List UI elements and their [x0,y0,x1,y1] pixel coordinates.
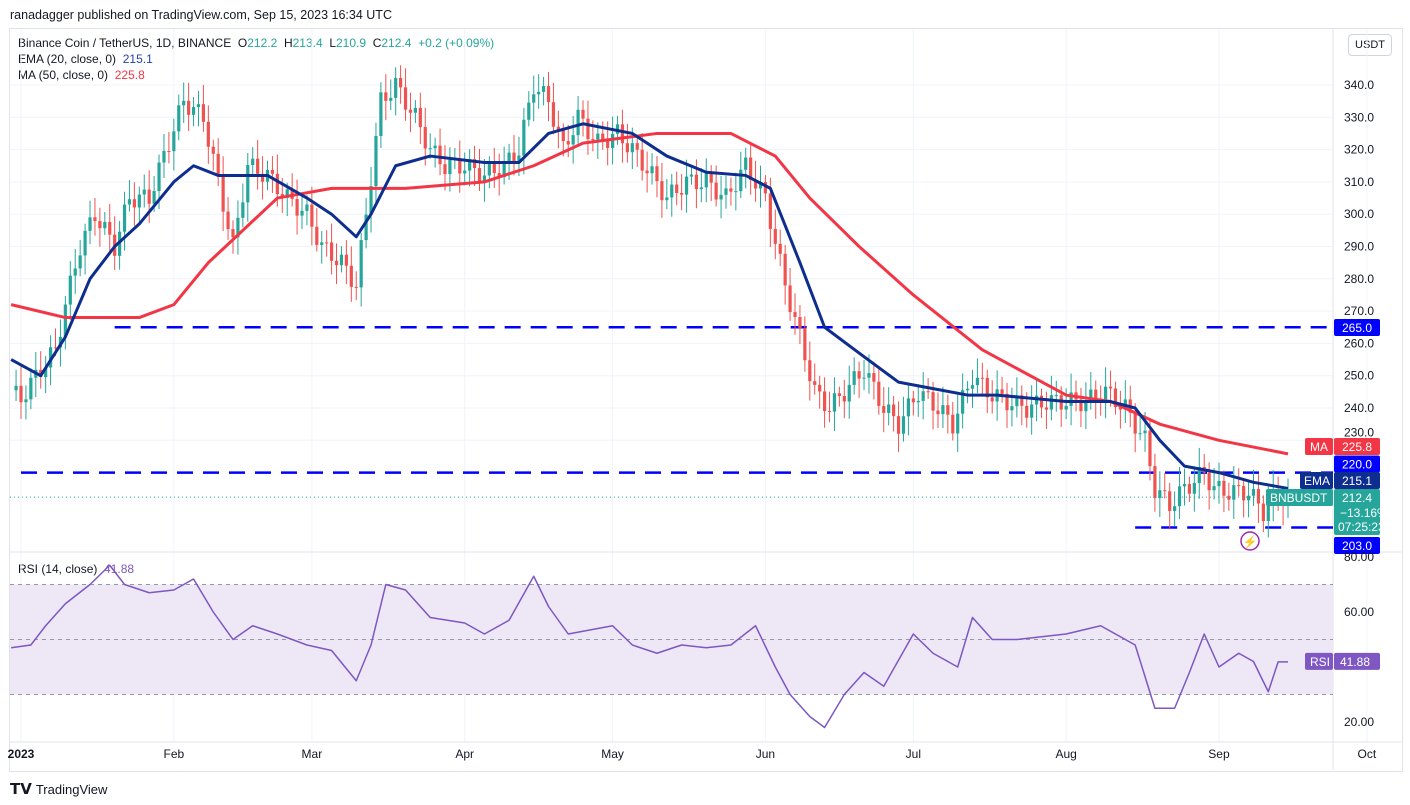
rsi-label: RSI (14, close) [18,562,98,576]
symbol-legend: Binance Coin / TetherUS, 1D, BINANCE O21… [18,36,494,50]
low-value: 210.9 [336,36,367,50]
ma-label: MA (50, close, 0) [18,68,109,82]
ma-value: 225.8 [114,68,145,82]
open-value: 212.2 [247,36,278,50]
ema-value: 215.1 [122,52,153,66]
ema-label: EMA (20, close, 0) [18,52,117,66]
close-value: 212.4 [381,36,412,50]
published-note: ranadagger published on TradingView.com,… [10,8,392,22]
close-label: C [372,36,382,50]
tradingview-logo: 𝗧𝗩 TradingView [10,780,107,798]
logo-text: TradingView [35,781,108,797]
ema-legend[interactable]: EMA (20, close, 0) 215.1 [18,52,153,66]
open-label: O [237,36,248,50]
chart-frame [9,28,1403,772]
high-value: 213.4 [292,36,323,50]
rsi-value: 41.88 [104,562,135,576]
low-label: L [329,36,336,50]
currency-button[interactable]: USDT [1348,34,1392,56]
symbol-title: Binance Coin / TetherUS, 1D, BINANCE [18,36,232,50]
ma-legend[interactable]: MA (50, close, 0) 225.8 [18,68,145,82]
change-value: +0.2 (+0.09%) [418,36,495,50]
tv-logo-icon: 𝗧𝗩 [10,781,32,798]
rsi-legend[interactable]: RSI (14, close) 41.88 [18,562,134,576]
high-label: H [283,36,293,50]
